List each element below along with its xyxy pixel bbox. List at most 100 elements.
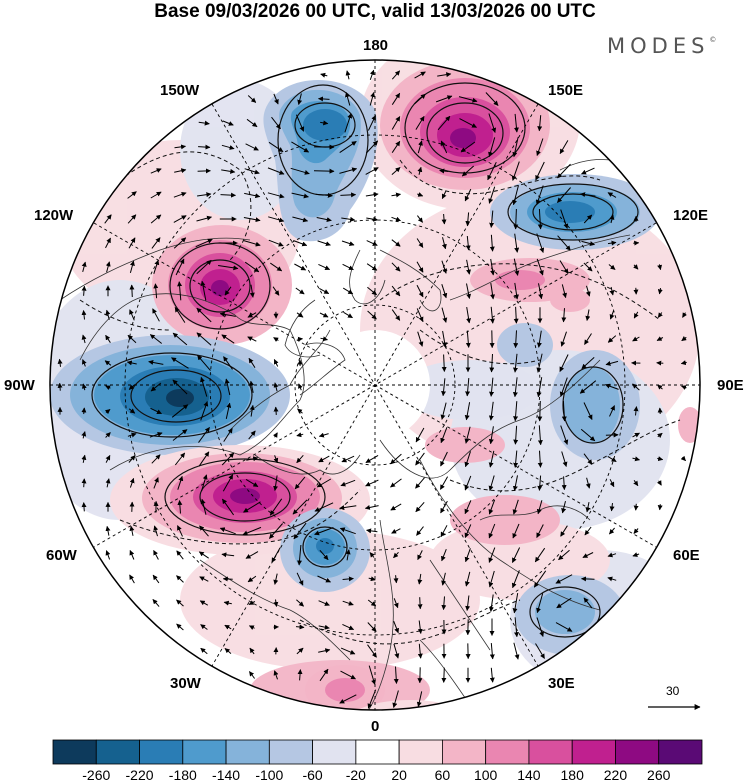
wind-vector-arrow <box>367 644 377 658</box>
wind-vector-arrow <box>369 69 375 80</box>
wind-vector-arrow <box>292 216 309 223</box>
wind-vector-arrow <box>150 191 162 199</box>
wind-vector-arrow <box>513 258 520 276</box>
wind-vector-arrow <box>221 552 235 558</box>
wind-vector-arrow <box>224 286 232 296</box>
wind-vector-arrow <box>458 96 478 103</box>
wind-vector-arrow <box>317 575 331 583</box>
wind-vector-arrow <box>657 264 663 271</box>
wind-vector-arrow <box>561 500 567 514</box>
wind-vector-arrow <box>466 307 472 324</box>
wind-vector-arrow <box>344 92 351 106</box>
wind-vector-arrow <box>174 144 186 150</box>
wind-vector-arrow <box>201 474 208 492</box>
wind-vector-arrow <box>246 456 259 462</box>
colorbar-swatch <box>182 739 227 765</box>
wind-vector-arrow <box>200 498 207 515</box>
wind-vector-arrow <box>579 380 597 394</box>
wind-vector-arrow <box>291 141 310 153</box>
colorbar-swatch <box>312 739 357 765</box>
wind-vector-arrow <box>174 306 186 323</box>
wind-vector-arrow <box>537 400 543 422</box>
wind-vector-arrow <box>441 213 447 225</box>
wind-vector-arrow <box>367 622 377 632</box>
colorbar-tick-label: 20 <box>391 767 407 783</box>
wind-vector-arrow <box>127 432 137 438</box>
wind-vector-arrow <box>560 209 569 229</box>
wind-vector-arrow <box>273 599 279 607</box>
colorbar-swatch <box>268 739 314 765</box>
wind-vector-arrow <box>441 667 447 683</box>
wind-vector-arrow <box>198 451 210 467</box>
wind-vector-arrow <box>269 523 283 539</box>
wind-vector-arrow <box>657 504 663 511</box>
wind-vector-arrow <box>514 233 520 253</box>
wind-vector-arrow <box>604 383 619 390</box>
wind-vector-arrow <box>293 522 307 540</box>
wind-vector-arrow <box>417 597 423 610</box>
colorbar-tick-label: 180 <box>560 767 584 783</box>
colorbar-swatch <box>52 739 97 765</box>
wind-vector-arrow <box>297 544 302 566</box>
wind-vector-arrow <box>105 237 111 249</box>
wind-vector-arrow <box>339 527 356 535</box>
wind-vector-arrow <box>249 404 255 417</box>
wind-vector-arrow <box>247 95 257 103</box>
wind-vector-arrow <box>368 576 376 582</box>
anomaly-nw-america-high <box>152 225 292 345</box>
wind-vector-arrow <box>198 426 210 443</box>
wind-vector-arrow <box>417 192 424 197</box>
wind-vector-arrow <box>488 426 494 445</box>
wind-vector-arrow <box>273 359 279 367</box>
wind-vector-arrow <box>105 525 111 536</box>
wind-vector-arrow <box>488 547 496 563</box>
wind-vector-arrow <box>633 528 639 534</box>
wind-vector-arrow <box>176 575 184 583</box>
wind-vector-arrow <box>488 570 495 588</box>
wind-vector-arrow <box>320 72 328 78</box>
wind-vector-arrow <box>633 311 639 319</box>
wind-vector-arrow <box>369 552 375 558</box>
wind-vector-arrow <box>609 503 615 512</box>
wind-vector-arrow <box>632 432 640 438</box>
wind-vector-arrow <box>198 144 211 150</box>
wind-vector-arrow <box>129 574 135 584</box>
wind-vector-arrow <box>174 452 186 466</box>
wind-vector-arrow <box>464 475 472 491</box>
wind-vector-arrow <box>171 404 189 418</box>
wind-vector-arrow <box>680 360 687 366</box>
wind-vector-arrow <box>607 240 617 246</box>
lon-label-120w: 120W <box>34 207 74 224</box>
wind-vector-arrow <box>609 286 615 296</box>
wind-vector-arrow <box>415 427 425 443</box>
wind-vector-arrow <box>319 549 329 561</box>
wind-vector-arrow <box>465 330 471 348</box>
wind-vector-arrow <box>488 594 494 612</box>
wind-vector-arrow <box>273 337 279 343</box>
wind-vector-arrow <box>200 280 207 301</box>
wind-vector-arrow <box>391 92 401 105</box>
wind-vector-arrow <box>466 259 471 275</box>
wind-vector-arrow <box>177 500 183 514</box>
wind-vector-arrow <box>580 428 596 442</box>
wind-vector-arrow <box>441 191 447 200</box>
wind-vector-arrow <box>464 402 471 421</box>
wind-vector-arrow <box>632 552 640 557</box>
wind-vector-arrow <box>151 454 161 464</box>
wind-vector-arrow <box>416 308 424 323</box>
wind-vector-arrow <box>314 527 334 536</box>
wind-vector-arrow <box>367 115 377 131</box>
colorbar-swatch <box>139 739 184 765</box>
wind-vector-arrow <box>249 380 255 393</box>
wind-vector-arrow <box>272 286 280 296</box>
wind-vector-arrow <box>609 405 615 417</box>
wind-vector-arrow <box>513 425 519 445</box>
wind-vector-arrow <box>247 312 257 318</box>
wind-vector-arrow <box>464 500 472 515</box>
wind-vector-arrow <box>488 186 496 204</box>
wind-vector-arrow <box>81 261 87 273</box>
wind-vector-arrow <box>104 214 112 224</box>
wind-vector-arrow <box>441 260 448 274</box>
modes-logo: MODES© <box>607 34 716 58</box>
wind-vector-arrow <box>512 499 519 515</box>
